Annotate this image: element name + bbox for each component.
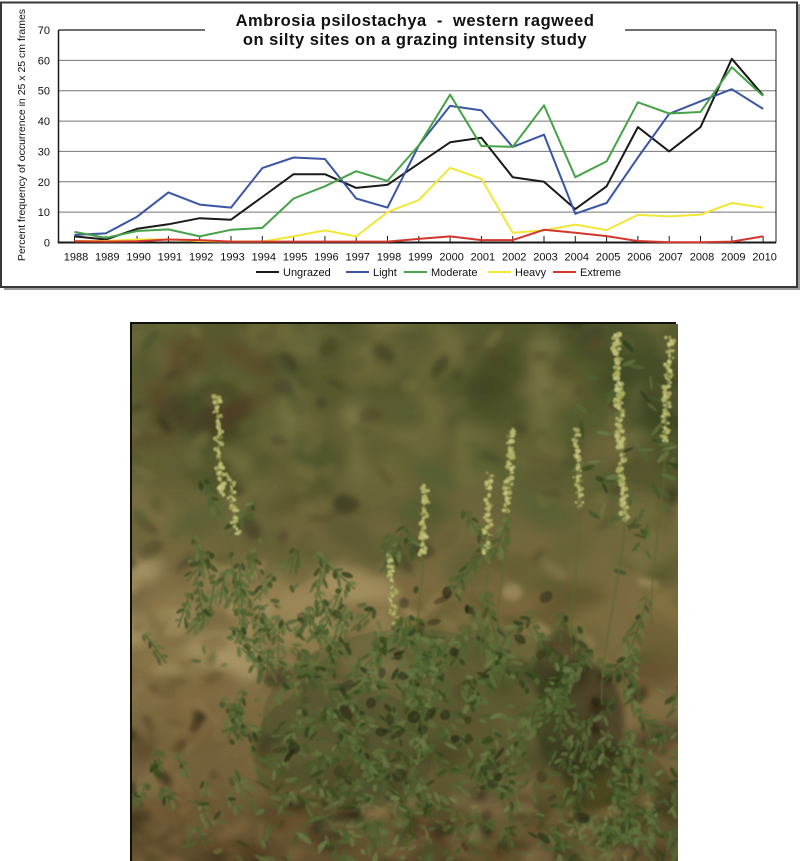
svg-text:Extreme: Extreme: [580, 267, 621, 279]
svg-text:2006: 2006: [627, 252, 651, 264]
svg-text:on silty sites on a grazing in: on silty sites on a grazing intensity st…: [243, 31, 588, 49]
svg-text:10: 10: [38, 207, 50, 219]
svg-text:70: 70: [38, 25, 50, 37]
svg-text:1990: 1990: [126, 252, 150, 264]
svg-text:40: 40: [38, 116, 50, 128]
svg-text:1994: 1994: [252, 252, 276, 264]
svg-text:1988: 1988: [64, 252, 88, 264]
svg-text:1991: 1991: [158, 252, 182, 264]
svg-text:1997: 1997: [345, 252, 369, 264]
svg-text:2004: 2004: [565, 252, 589, 264]
svg-text:1989: 1989: [95, 252, 119, 264]
svg-text:0: 0: [44, 238, 50, 250]
svg-text:Percent frequency of occurrenc: Percent frequency of occurrence in 25 x …: [16, 9, 28, 261]
svg-text:50: 50: [38, 86, 50, 98]
svg-text:1999: 1999: [408, 252, 432, 264]
svg-text:2008: 2008: [690, 252, 714, 264]
svg-text:2010: 2010: [752, 252, 776, 264]
svg-text:1992: 1992: [189, 252, 213, 264]
svg-text:30: 30: [38, 146, 50, 158]
svg-text:2005: 2005: [596, 252, 620, 264]
svg-text:1996: 1996: [314, 252, 338, 264]
svg-text:2009: 2009: [721, 252, 745, 264]
svg-text:1998: 1998: [377, 252, 401, 264]
svg-text:Heavy: Heavy: [515, 267, 547, 279]
svg-text:1995: 1995: [283, 252, 307, 264]
svg-text:Moderate: Moderate: [431, 267, 477, 279]
svg-text:2000: 2000: [439, 252, 463, 264]
svg-text:Light: Light: [373, 267, 397, 279]
svg-text:2007: 2007: [658, 252, 682, 264]
svg-text:2001: 2001: [471, 252, 495, 264]
svg-text:60: 60: [38, 55, 50, 67]
svg-text:1993: 1993: [220, 252, 244, 264]
svg-text:2003: 2003: [533, 252, 557, 264]
svg-text:Ungrazed: Ungrazed: [283, 267, 331, 279]
svg-text:2002: 2002: [502, 252, 526, 264]
svg-text:Ambrosia psilostachya - west: Ambrosia psilostachya - western ragweed: [236, 12, 595, 30]
svg-text:20: 20: [38, 177, 50, 189]
